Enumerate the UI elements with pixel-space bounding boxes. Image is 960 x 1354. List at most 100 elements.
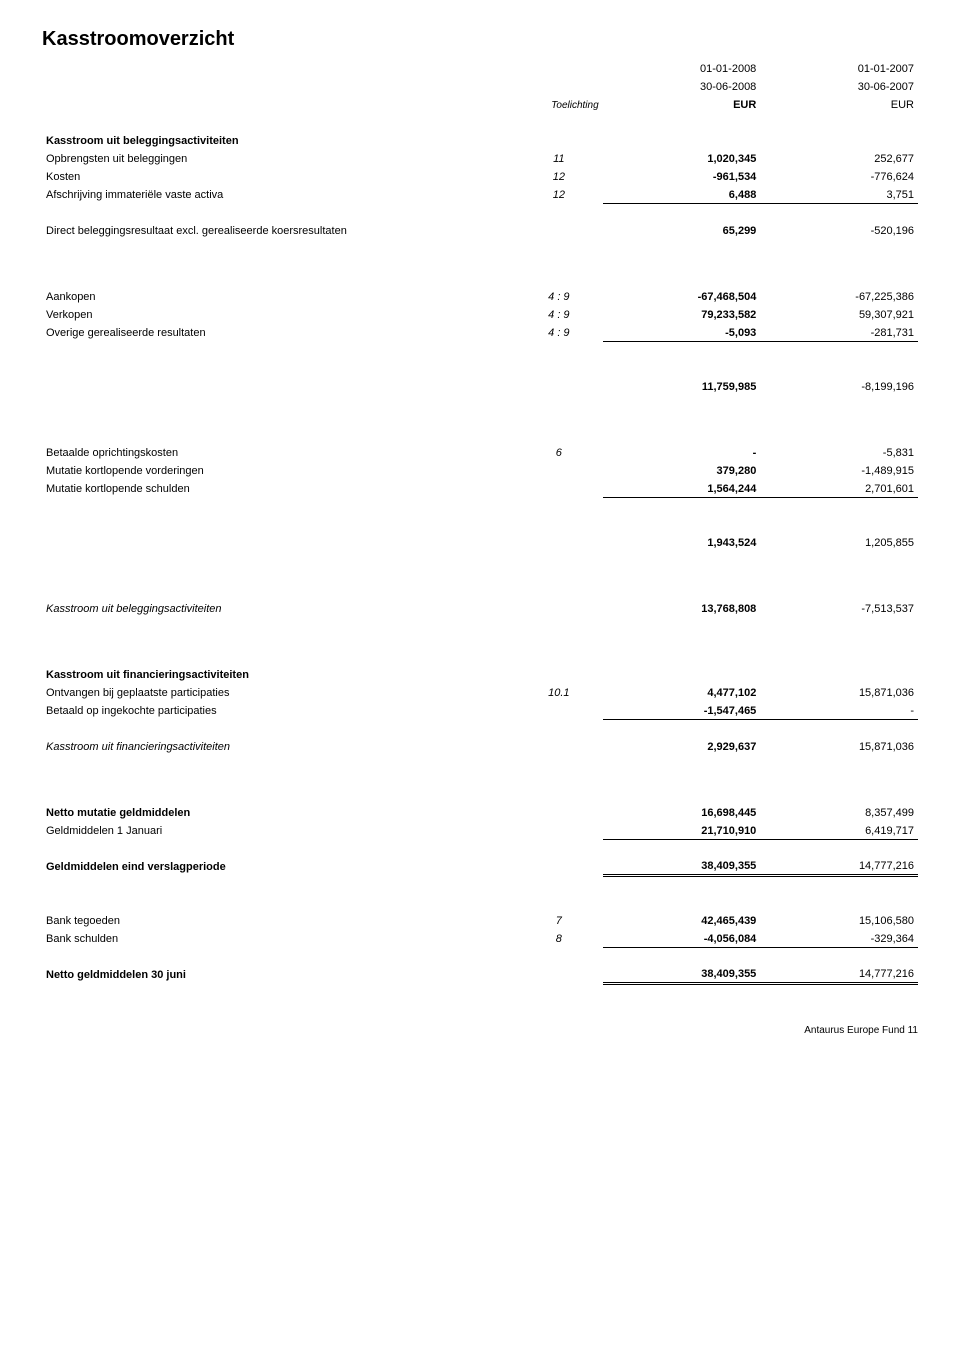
cell-val2: 6,419,717 xyxy=(760,821,918,839)
table-row: Ontvangen bij geplaatste participaties 1… xyxy=(42,683,918,701)
period1-top: 01-01-2008 xyxy=(603,59,761,77)
cell-val2: -67,225,386 xyxy=(760,287,918,305)
cell-val2: 8,357,499 xyxy=(760,803,918,821)
table-row: Direct beleggingsresultaat excl. gereali… xyxy=(42,221,918,239)
table-row: 11,759,985 -8,199,196 xyxy=(42,377,918,395)
table-row: Betaald op ingekochte participaties -1,5… xyxy=(42,701,918,719)
cell-val1: -1,547,465 xyxy=(603,701,761,719)
cell-val2: -8,199,196 xyxy=(760,377,918,395)
cell-label: Ontvangen bij geplaatste participaties xyxy=(42,683,515,701)
cell-label: Netto mutatie geldmiddelen xyxy=(42,803,515,821)
cell-label: Geldmiddelen 1 Januari xyxy=(42,821,515,839)
cell-val1: 1,943,524 xyxy=(603,533,761,551)
period2-bot: 30-06-2007 xyxy=(760,77,918,95)
cell-note xyxy=(515,221,603,239)
cell-val2: 3,751 xyxy=(760,185,918,203)
cell-note: 6 xyxy=(515,443,603,461)
cell-val2: -329,364 xyxy=(760,929,918,947)
cell-note: 7 xyxy=(515,911,603,929)
cell-note: 12 xyxy=(515,167,603,185)
table-row: Netto geldmiddelen 30 juni 38,409,355 14… xyxy=(42,965,918,983)
section-label: Kasstroom uit financieringsactiviteiten xyxy=(42,665,515,683)
section-header: Kasstroom uit financieringsactiviteiten xyxy=(42,665,918,683)
cell-val2: -776,624 xyxy=(760,167,918,185)
cell-val2: 15,871,036 xyxy=(760,683,918,701)
cell-val2: 2,701,601 xyxy=(760,479,918,497)
table-row: Overige gerealiseerde resultaten 4 : 9 -… xyxy=(42,323,918,341)
table-row: Kasstroom uit financieringsactiviteiten … xyxy=(42,737,918,755)
cell-label: Netto geldmiddelen 30 juni xyxy=(42,965,515,983)
cell-val1: -5,093 xyxy=(603,323,761,341)
cell-label xyxy=(42,377,515,395)
cell-label: Betaalde oprichtingskosten xyxy=(42,443,515,461)
table-row: Kasstroom uit beleggingsactiviteiten 13,… xyxy=(42,599,918,617)
cell-note: 12 xyxy=(515,185,603,203)
period2-cur: EUR xyxy=(760,95,918,113)
cell-label: Kasstroom uit beleggingsactiviteiten xyxy=(42,599,515,617)
table-row: Aankopen 4 : 9 -67,468,504 -67,225,386 xyxy=(42,287,918,305)
cell-val1: 379,280 xyxy=(603,461,761,479)
cell-label: Afschrijving immateriële vaste activa xyxy=(42,185,515,203)
section-header: Kasstroom uit beleggingsactiviteiten xyxy=(42,131,918,149)
header-row-currency: Toelichting EUR EUR xyxy=(42,95,918,113)
table-row: Mutatie kortlopende vorderingen 379,280 … xyxy=(42,461,918,479)
cell-val1: 6,488 xyxy=(603,185,761,203)
cell-val1: 1,020,345 xyxy=(603,149,761,167)
table-row: Kosten 12 -961,534 -776,624 xyxy=(42,167,918,185)
cell-label: Direct beleggingsresultaat excl. gereali… xyxy=(42,221,515,239)
cell-note: 4 : 9 xyxy=(515,287,603,305)
table-row: Netto mutatie geldmiddelen 16,698,445 8,… xyxy=(42,803,918,821)
section-label: Kasstroom uit beleggingsactiviteiten xyxy=(42,131,515,149)
cell-val1: -67,468,504 xyxy=(603,287,761,305)
cell-label: Verkopen xyxy=(42,305,515,323)
table-row: Verkopen 4 : 9 79,233,582 59,307,921 xyxy=(42,305,918,323)
cell-note: 8 xyxy=(515,929,603,947)
cell-label: Geldmiddelen eind verslagperiode xyxy=(42,857,515,875)
table-row: Bank tegoeden 7 42,465,439 15,106,580 xyxy=(42,911,918,929)
cell-note xyxy=(515,479,603,497)
table-row: Geldmiddelen eind verslagperiode 38,409,… xyxy=(42,857,918,875)
cell-val2: -1,489,915 xyxy=(760,461,918,479)
cell-val2: - xyxy=(760,701,918,719)
cell-val1: 16,698,445 xyxy=(603,803,761,821)
cell-note xyxy=(515,377,603,395)
cell-val2: -7,513,537 xyxy=(760,599,918,617)
table-row: 1,943,524 1,205,855 xyxy=(42,533,918,551)
cell-val1: - xyxy=(603,443,761,461)
cell-note xyxy=(515,701,603,719)
cell-val1: 42,465,439 xyxy=(603,911,761,929)
cell-note xyxy=(515,533,603,551)
table-row: Afschrijving immateriële vaste activa 12… xyxy=(42,185,918,203)
cell-val1: 38,409,355 xyxy=(603,857,761,875)
cell-val2: -281,731 xyxy=(760,323,918,341)
cell-val1: 79,233,582 xyxy=(603,305,761,323)
cell-label: Mutatie kortlopende vorderingen xyxy=(42,461,515,479)
cell-val2: 59,307,921 xyxy=(760,305,918,323)
cell-val1: 2,929,637 xyxy=(603,737,761,755)
cell-val1: -961,534 xyxy=(603,167,761,185)
cell-val1: 13,768,808 xyxy=(603,599,761,617)
cell-val2: 14,777,216 xyxy=(760,857,918,875)
cell-val2: 252,677 xyxy=(760,149,918,167)
table-row: Opbrengsten uit beleggingen 11 1,020,345… xyxy=(42,149,918,167)
period1-bot: 30-06-2008 xyxy=(603,77,761,95)
table-row: Geldmiddelen 1 Januari 21,710,910 6,419,… xyxy=(42,821,918,839)
cell-val1: -4,056,084 xyxy=(603,929,761,947)
cell-label: Overige gerealiseerde resultaten xyxy=(42,323,515,341)
cell-note: 4 : 9 xyxy=(515,305,603,323)
cashflow-table: 01-01-2008 01-01-2007 30-06-2008 30-06-2… xyxy=(42,59,918,985)
cell-val2: 14,777,216 xyxy=(760,965,918,983)
cell-note xyxy=(515,599,603,617)
header-row-top: 01-01-2008 01-01-2007 xyxy=(42,59,918,77)
cell-note xyxy=(515,821,603,839)
table-row: Mutatie kortlopende schulden 1,564,244 2… xyxy=(42,479,918,497)
cell-note xyxy=(515,965,603,983)
cell-val2: 15,871,036 xyxy=(760,737,918,755)
cell-label: Betaald op ingekochte participaties xyxy=(42,701,515,719)
table-row: Bank schulden 8 -4,056,084 -329,364 xyxy=(42,929,918,947)
cell-val2: -5,831 xyxy=(760,443,918,461)
cell-val2: 15,106,580 xyxy=(760,911,918,929)
cell-label: Bank schulden xyxy=(42,929,515,947)
cell-val1: 21,710,910 xyxy=(603,821,761,839)
cell-val2: -520,196 xyxy=(760,221,918,239)
